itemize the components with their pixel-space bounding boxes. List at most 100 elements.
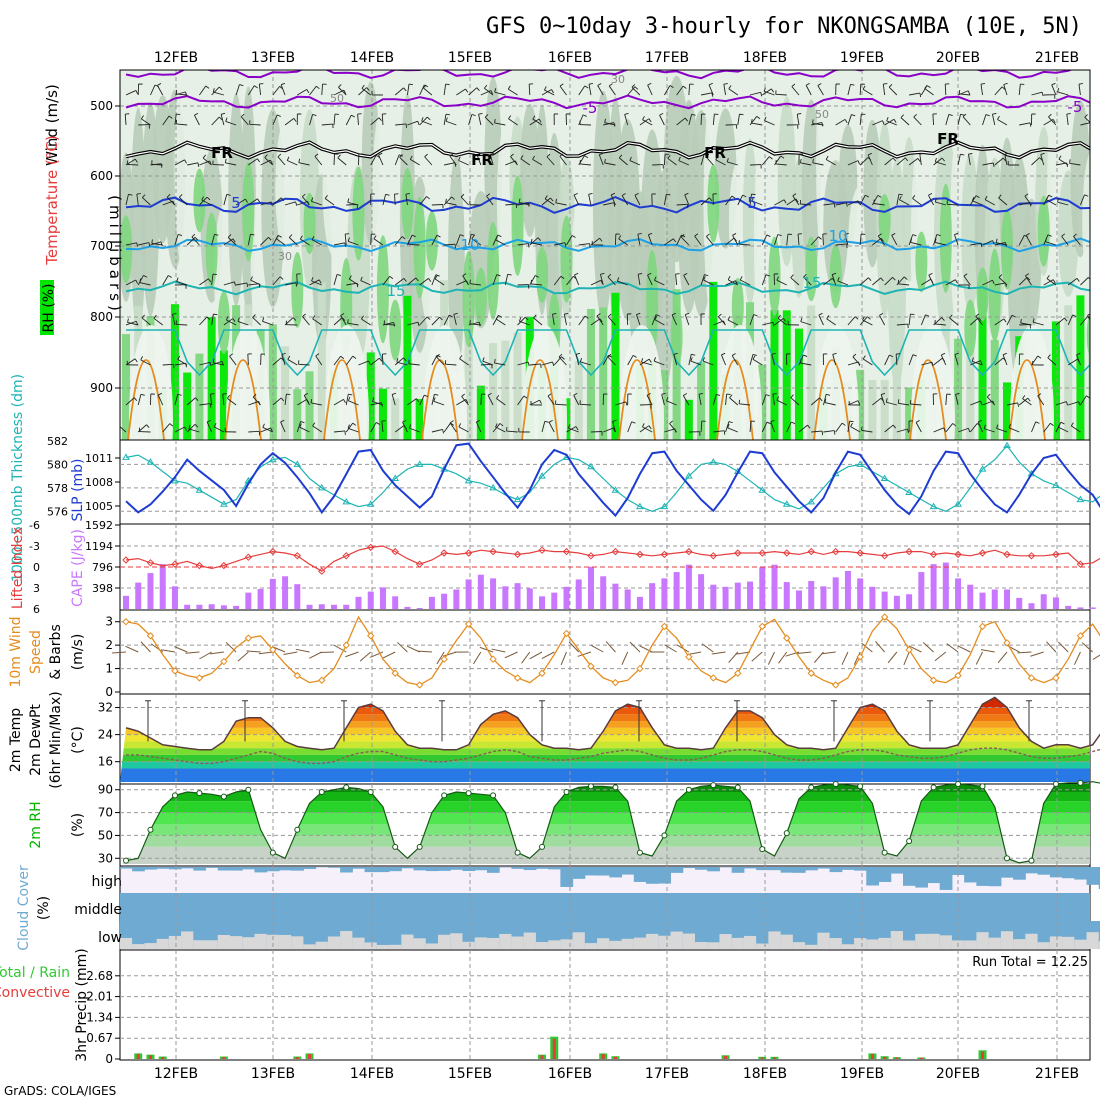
wind-barb [683,275,690,286]
li-marker [538,546,546,554]
cape-tick-label: 1194 [85,540,113,553]
wind-barb [790,397,800,406]
wind-barb-flag [680,233,685,238]
wind-barb [566,276,574,286]
cape-bar [306,604,313,609]
rh-column [954,338,963,440]
cloud-low-clear [854,938,867,949]
wind-barb-flag [348,275,352,280]
wind-barb-flag [979,360,983,365]
cape-bar [465,579,472,609]
wind-barb [340,315,347,326]
slp-tick-label: 1005 [85,500,113,513]
wind10m-barb [295,648,310,653]
wind-barb [608,85,616,96]
wind-barb [884,424,894,433]
thickness-marker [489,483,497,491]
wind-barb-flag [1002,157,1007,162]
wind-barb-flag [555,198,557,203]
wind-barb-flag [426,316,431,320]
y-tick-label: 1.34 [86,1010,113,1024]
thickness-marker [317,483,326,491]
wind-barb [1061,235,1069,246]
wind-barb [669,423,677,433]
wind-barb [125,242,137,246]
wind-barb-flag [647,272,652,276]
wind-barb [702,360,714,366]
wind-barb [247,234,251,246]
wind-barb [225,162,237,166]
rh-bands [120,784,1090,864]
cloud-low-bar [756,921,769,949]
wind-barb-flag [952,423,957,427]
wind-barb [280,84,286,96]
wind-barb-flag [151,239,153,244]
wind-barb [945,279,956,286]
wind-barb [311,200,322,206]
wind-barb-flag [324,195,328,199]
rh-column [195,353,204,440]
wind-barb-flag [449,153,454,157]
wind-barb [727,161,738,166]
wind-barb-flag [846,202,848,207]
wind-barb-flag [213,313,218,316]
wind-barb-flag [532,155,535,160]
rh-column [268,324,277,440]
wind-barb-flag [924,84,928,89]
wind-barb [248,430,260,433]
wind-barb-flag [471,114,476,117]
wind-barb-flag [571,235,576,238]
wind-barb [445,363,457,366]
wind-barb [394,154,400,166]
wind-barb [210,394,213,406]
wind-barb [1069,162,1081,166]
wind-barb-flag [1089,153,1090,154]
wind-barb [847,421,851,433]
contour-10 [125,237,1090,253]
wind-barb [1071,425,1081,433]
wind-barb [884,157,894,166]
wind-barb-flag [928,193,933,196]
wind-barb [284,394,287,406]
wind-barb-flag [832,352,837,355]
wind-barb-flag [897,399,900,404]
wind-barb [826,318,836,326]
wind10m-barb [908,645,922,653]
wind-barb-flag [179,194,183,198]
wind10m-marker [513,674,522,682]
wind-ylabel-1: 10m Wind [8,616,24,687]
wind-barb [700,154,705,166]
wind-barb-flag [634,192,639,196]
wind-barb [345,114,352,126]
cape-bar [1065,605,1072,609]
wind-barb [1051,84,1057,96]
wind-barb [590,279,602,286]
temp-dewpoint-lines [125,696,1100,765]
precip-convective-bar [295,1057,299,1059]
wind10m-barb [258,651,273,655]
thickness-marker [146,458,155,465]
wind-barb-flag [245,198,248,203]
cloud-high-bar [939,867,953,890]
rh-blob [413,196,426,299]
wind-barb [972,360,983,366]
wind-barb-flag [337,154,341,159]
cloud-high-bar [927,867,941,884]
wind-barb [249,123,261,126]
rh-column [660,370,669,440]
wind-barb-flag [1026,277,1031,281]
wind10m-marker [464,620,473,628]
wind-barb-flag [772,322,775,327]
li-tick-label: 0 [33,561,40,574]
cape-bar [820,586,827,609]
rh-blob [829,244,842,309]
wind-barb-flag [524,316,529,321]
wind-barb [548,422,555,433]
wind-barb [166,196,176,206]
cape-bar [832,577,839,609]
wind-barb [637,234,641,246]
wind-barb [676,117,686,126]
wind-barb [920,314,926,326]
cape-bar [869,586,876,609]
thickness-marker [758,486,767,493]
